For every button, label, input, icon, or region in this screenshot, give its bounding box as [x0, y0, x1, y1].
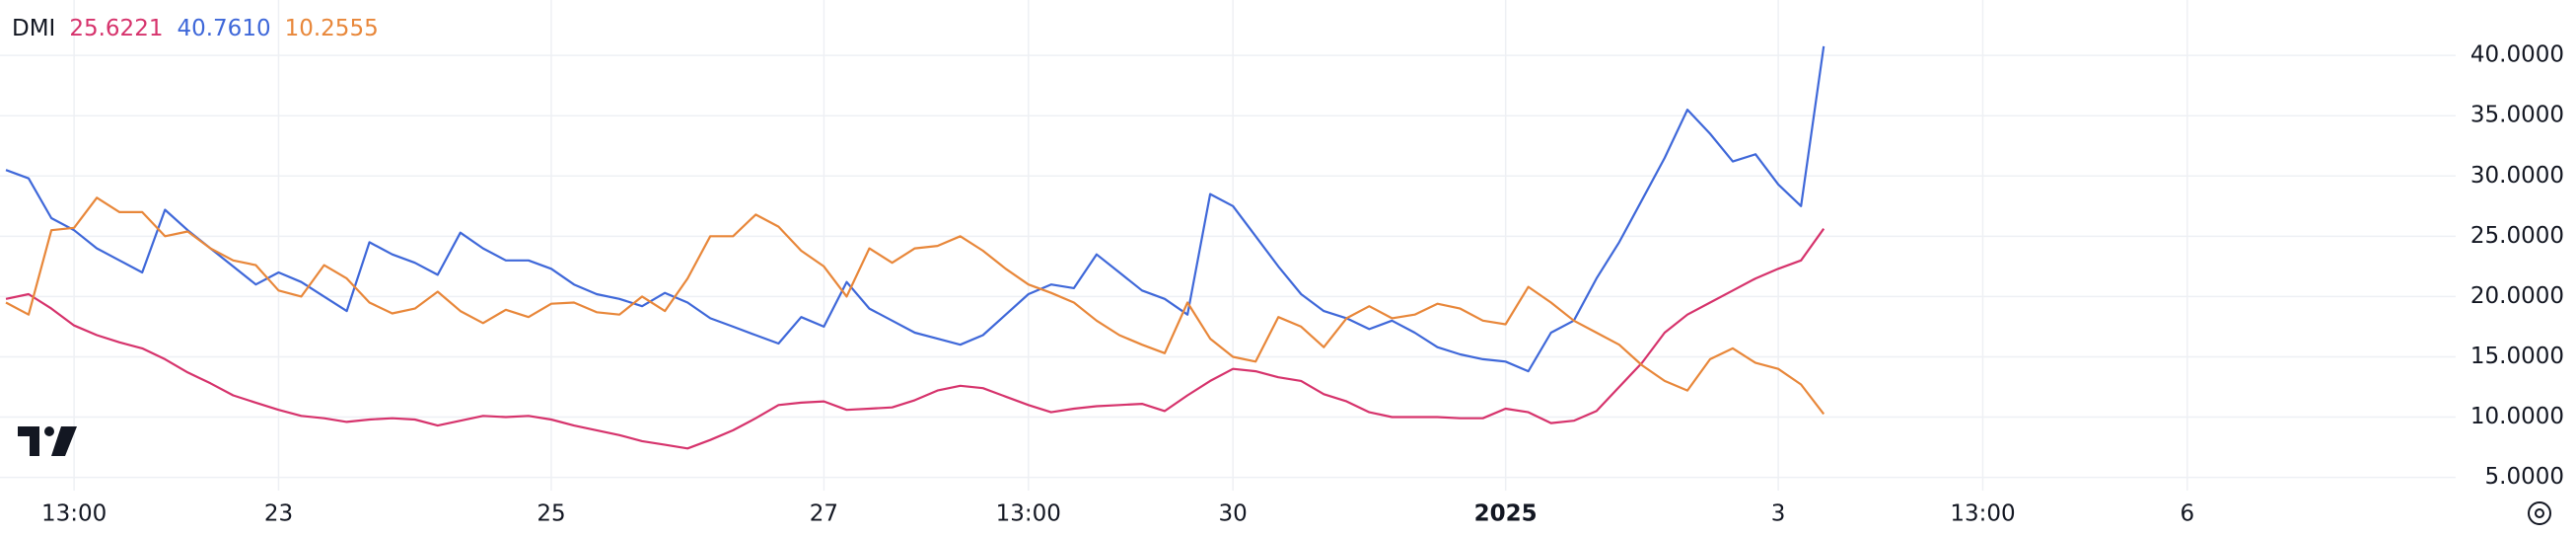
legend-value: 10.2555	[285, 16, 379, 41]
y-tick-label: 25.0000	[2470, 223, 2564, 249]
lines	[5, 45, 1825, 450]
labels: DMI 25.6221 40.7610 10.2555 5.0000 10.0000 15.…	[12, 16, 2564, 527]
x-tick-label: 30	[1219, 501, 1248, 527]
x-tick-label: 13:00	[41, 501, 107, 527]
y-tick-label: 20.0000	[2470, 283, 2564, 309]
x-tick-label: 13:00	[996, 501, 1061, 527]
settings-button[interactable]	[2528, 501, 2551, 525]
legend-value: 25.6221	[69, 16, 163, 41]
y-tick-label: 40.0000	[2470, 42, 2564, 68]
series-line	[5, 228, 1825, 450]
y-tick-label: 35.0000	[2470, 103, 2564, 128]
grid	[0, 0, 2456, 491]
y-tick-label: 15.0000	[2470, 344, 2564, 369]
series-line	[5, 196, 1825, 416]
x-tick-label: 6	[2181, 501, 2195, 527]
legend: DMI 25.6221 40.7610 10.2555	[12, 16, 379, 41]
y-tick-label: 30.0000	[2470, 163, 2564, 189]
x-tick-label: 23	[264, 501, 293, 527]
legend-value: 40.7610	[177, 16, 270, 41]
tradingview-logo	[18, 426, 77, 456]
y-tick-label: 10.0000	[2470, 404, 2564, 429]
x-tick-label: 27	[810, 501, 838, 527]
y-tick-label: 5.0000	[2485, 464, 2564, 490]
x-tick-label: 3	[1771, 501, 1786, 527]
legend-title: DMI	[12, 16, 55, 41]
x-tick-label: 13:00	[1950, 501, 2015, 527]
x-tick-label: 25	[537, 501, 565, 527]
x-tick-label: 2025	[1474, 501, 1538, 527]
